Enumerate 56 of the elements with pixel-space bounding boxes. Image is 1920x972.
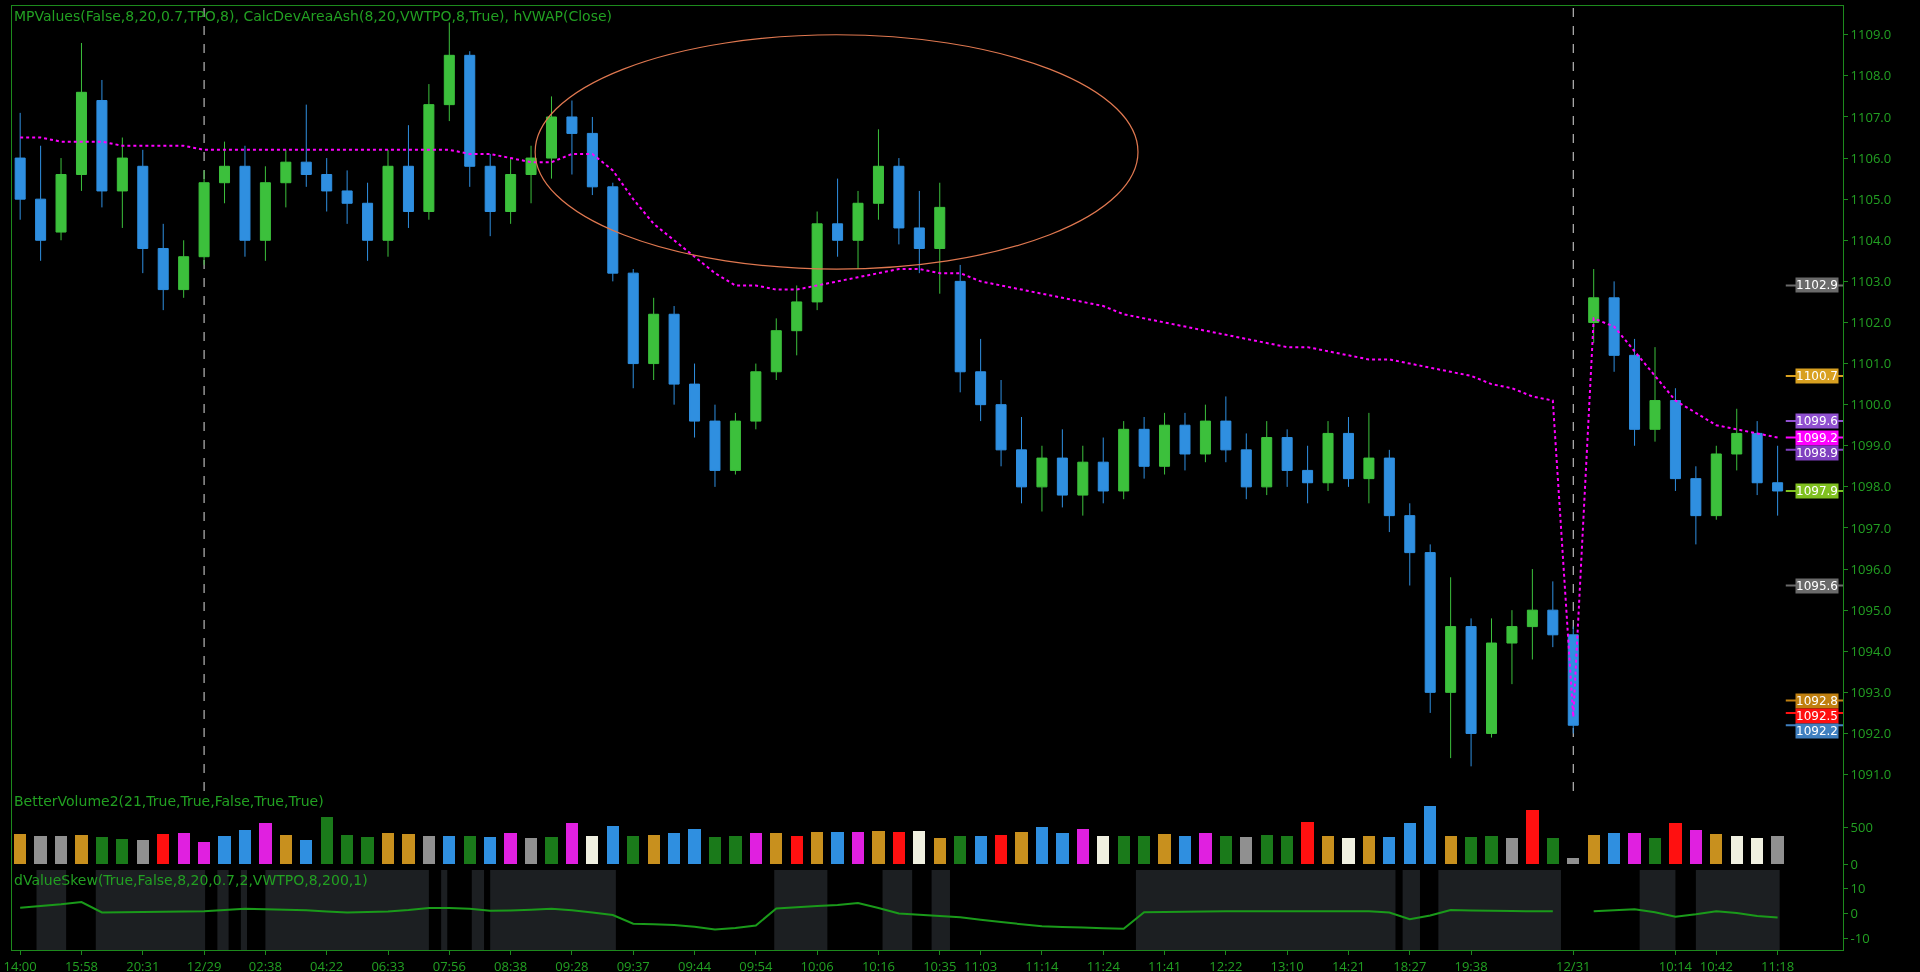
y-tick-label: 1107.0 bbox=[1850, 107, 1892, 126]
x-tick-label: 12:22 bbox=[1209, 956, 1243, 972]
y-tick-label: -10 bbox=[1850, 928, 1870, 947]
x-tick-label: 14:21 bbox=[1331, 956, 1366, 972]
y-tick-label: 500 bbox=[1850, 818, 1873, 837]
x-tick-label: 10:42 bbox=[1699, 956, 1733, 972]
y-tick-label: 10 bbox=[1850, 878, 1866, 897]
chart-title: MPValues(False,8,20,0.7,TPO,8), CalcDevAreaAsh(8,20,VWTPO,8,True), hVWAP(Close) bbox=[14, 8, 613, 24]
x-tick-label: 11:14 bbox=[1025, 956, 1060, 972]
x-tick-label: 10:35 bbox=[923, 956, 957, 972]
y-tick-label: 1100.0 bbox=[1850, 395, 1892, 414]
x-tick-label: 10:06 bbox=[800, 956, 834, 972]
y-tick-label: 0 bbox=[1850, 854, 1859, 873]
x-tick-label: 13:10 bbox=[1270, 956, 1304, 972]
x-tick-label: 14:00 bbox=[3, 956, 37, 972]
y-tick-label: 1105.0 bbox=[1850, 189, 1892, 208]
y-tick-label: 1104.0 bbox=[1850, 230, 1892, 249]
y-tick-label: 1094.0 bbox=[1850, 641, 1892, 660]
x-tick-label: 07:56 bbox=[432, 956, 466, 972]
y-tick-label: 1096.0 bbox=[1850, 559, 1892, 578]
x-tick-label: 10:14 bbox=[1658, 956, 1693, 972]
y-tick-label: 1106.0 bbox=[1850, 148, 1892, 167]
x-tick-label: 08:38 bbox=[494, 956, 528, 972]
y-tick-label: 1095.0 bbox=[1850, 600, 1892, 619]
x-tick-label: 20:31 bbox=[126, 956, 160, 972]
y-tick-label: 1092.0 bbox=[1850, 724, 1892, 743]
chart-title: dValueSkew(True,False,8,20,0.7,2,VWTPO,8,200,1) bbox=[14, 872, 368, 888]
x-tick-label: 04:22 bbox=[310, 956, 344, 972]
x-tick-label: 12/31 bbox=[1556, 956, 1591, 972]
y-tick-label: 1109.0 bbox=[1850, 25, 1892, 44]
x-tick-label: 11:41 bbox=[1147, 956, 1182, 972]
x-tick-label: 09:54 bbox=[739, 956, 773, 972]
y-tick-label: 1102.0 bbox=[1850, 313, 1892, 332]
y-tick-label: 1108.0 bbox=[1850, 66, 1892, 85]
x-tick-label: 02:38 bbox=[248, 956, 282, 972]
y-tick-label: 1097.0 bbox=[1850, 518, 1892, 537]
y-tick-label: 1093.0 bbox=[1850, 682, 1892, 701]
chart-title: BetterVolume2(21,True,True,False,True,True) bbox=[14, 793, 324, 809]
y-tick-label: 1103.0 bbox=[1850, 271, 1892, 290]
x-tick-label: 06:33 bbox=[371, 956, 405, 972]
x-tick-label: 12/29 bbox=[186, 956, 222, 972]
x-tick-label: 11:03 bbox=[964, 956, 998, 972]
x-tick-label: 09:37 bbox=[616, 956, 650, 972]
x-tick-label: 11:18 bbox=[1761, 956, 1795, 972]
x-tick-label: 09:28 bbox=[555, 956, 589, 972]
x-tick-label: 09:44 bbox=[677, 956, 712, 972]
y-tick-label: 1098.0 bbox=[1850, 477, 1892, 496]
x-tick-label: 10:16 bbox=[861, 956, 896, 972]
x-tick-label: 15:58 bbox=[64, 956, 99, 972]
y-tick-label: 1101.0 bbox=[1850, 354, 1892, 373]
y-tick-label: 0 bbox=[1850, 903, 1859, 922]
y-tick-label: 1099.0 bbox=[1850, 436, 1892, 455]
x-tick-label: 11:24 bbox=[1086, 956, 1121, 972]
x-tick-label: 19:38 bbox=[1454, 956, 1488, 972]
y-tick-label: 1091.0 bbox=[1850, 765, 1892, 784]
x-tick-label: 18:27 bbox=[1393, 956, 1427, 972]
